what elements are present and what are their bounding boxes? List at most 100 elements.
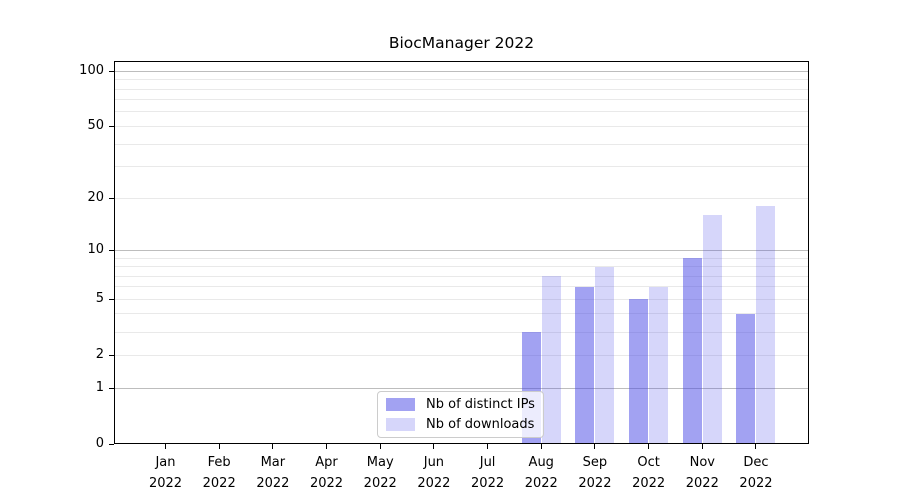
- y-tick-mark: [109, 125, 114, 127]
- x-tick-mark: [594, 444, 596, 449]
- x-tick-label: Mar 2022: [241, 452, 305, 494]
- minor-gridline: [114, 266, 809, 267]
- x-tick-label: Nov 2022: [670, 452, 734, 494]
- x-tick-label: Dec 2022: [724, 452, 788, 494]
- legend-swatch-distinct-ips: [386, 398, 415, 411]
- x-tick-month: May: [366, 455, 394, 470]
- x-tick-year: 2022: [471, 476, 505, 491]
- minor-gridline: [114, 354, 809, 356]
- x-tick-month: Jun: [423, 455, 445, 470]
- minor-gridline: [114, 313, 809, 315]
- x-tick-year: 2022: [417, 476, 451, 491]
- minor-gridline: [114, 331, 809, 333]
- minor-gridline: [114, 111, 809, 113]
- x-tick-year: 2022: [685, 476, 719, 491]
- minor-gridline: [114, 99, 809, 101]
- y-tick-label: 1: [95, 380, 104, 395]
- legend: Nb of distinct IPs Nb of downloads: [377, 391, 544, 438]
- minor-gridline: [114, 275, 809, 277]
- x-tick-mark: [540, 444, 542, 449]
- y-tick-mark: [109, 443, 114, 445]
- x-tick-month: Mar: [260, 455, 286, 470]
- y-tick-label: 20: [87, 190, 104, 206]
- y-tick-label: 100: [79, 63, 104, 79]
- y-tick-mark: [109, 197, 114, 199]
- x-tick-month: Dec: [743, 455, 769, 470]
- bar-distinct-ips: [736, 313, 756, 444]
- minor-gridline: [114, 125, 809, 127]
- minor-gridline: [114, 257, 809, 259]
- x-tick-month: Jul: [479, 455, 496, 470]
- x-tick-year: 2022: [524, 476, 558, 491]
- x-tick-month: Oct: [637, 455, 660, 470]
- bar-downloads: [702, 215, 722, 444]
- minor-gridline: [114, 197, 809, 199]
- x-tick-year: 2022: [309, 476, 344, 491]
- x-tick-label: Apr 2022: [295, 452, 359, 494]
- x-tick-month: Feb: [207, 455, 231, 470]
- minor-gridline: [114, 166, 809, 168]
- x-tick-month: Aug: [528, 455, 554, 470]
- x-tick-month: Sep: [582, 455, 608, 470]
- x-tick-year: 2022: [363, 476, 397, 491]
- y-tick-label: 2: [95, 347, 104, 363]
- x-tick-year: 2022: [148, 476, 183, 491]
- minor-gridline: [114, 143, 809, 145]
- x-tick-mark: [379, 444, 381, 449]
- major-gridline: [114, 249, 809, 251]
- x-tick-mark: [326, 444, 328, 449]
- x-tick-label: Aug 2022: [509, 452, 573, 494]
- bar-downloads: [649, 286, 669, 444]
- y-tick-label: 0: [95, 436, 104, 451]
- plot-area: [114, 61, 809, 444]
- x-tick-label: Jan 2022: [134, 452, 198, 494]
- minor-gridline: [114, 298, 809, 300]
- x-tick-label: Jun 2022: [402, 452, 466, 494]
- x-tick-year: 2022: [202, 476, 236, 491]
- x-tick-label: Feb 2022: [187, 452, 251, 494]
- minor-gridline: [114, 79, 809, 81]
- x-tick-mark: [433, 444, 435, 449]
- x-tick-month: Nov: [689, 455, 715, 470]
- x-tick-mark: [487, 444, 489, 449]
- legend-label-downloads: Nb of downloads: [426, 417, 535, 432]
- x-tick-label: Jul 2022: [456, 452, 520, 494]
- y-tick-mark: [109, 249, 114, 251]
- x-tick-mark: [701, 444, 703, 449]
- x-tick-year: 2022: [578, 476, 612, 491]
- x-tick-mark: [165, 444, 166, 449]
- legend-swatch-downloads: [386, 418, 415, 431]
- legend-item-downloads: Nb of downloads: [384, 417, 537, 432]
- bar-downloads: [756, 206, 776, 444]
- y-tick-mark: [109, 387, 114, 389]
- y-tick-mark: [109, 70, 114, 72]
- legend-item-distinct-ips: Nb of distinct IPs: [384, 397, 537, 412]
- y-tick-mark: [109, 298, 114, 300]
- bar-distinct-ips: [575, 286, 595, 444]
- x-tick-year: 2022: [739, 476, 773, 491]
- chart-title: BiocManager 2022: [388, 34, 535, 52]
- legend-label-distinct-ips: Nb of distinct IPs: [426, 397, 535, 412]
- bar-downloads: [541, 276, 561, 444]
- minor-gridline: [114, 286, 809, 288]
- major-gridline: [114, 387, 809, 389]
- bar-distinct-ips: [629, 299, 649, 444]
- y-tick-label: 5: [95, 291, 104, 307]
- x-tick-month: Apr: [315, 455, 338, 470]
- bar-downloads: [595, 266, 615, 444]
- bar-distinct-ips: [682, 258, 702, 444]
- major-gridline: [114, 70, 809, 72]
- x-tick-year: 2022: [256, 476, 290, 491]
- y-tick-label: 10: [87, 242, 104, 258]
- x-tick-month: Jan: [155, 455, 176, 470]
- x-tick-mark: [272, 444, 274, 449]
- y-tick-mark: [109, 354, 114, 356]
- x-tick-mark: [218, 444, 220, 449]
- x-tick-label: Sep 2022: [563, 452, 627, 494]
- x-tick-label: May 2022: [348, 452, 412, 494]
- x-tick-mark: [648, 444, 650, 449]
- minor-gridline: [114, 88, 809, 90]
- y-tick-label: 50: [87, 118, 104, 134]
- x-tick-mark: [755, 444, 757, 449]
